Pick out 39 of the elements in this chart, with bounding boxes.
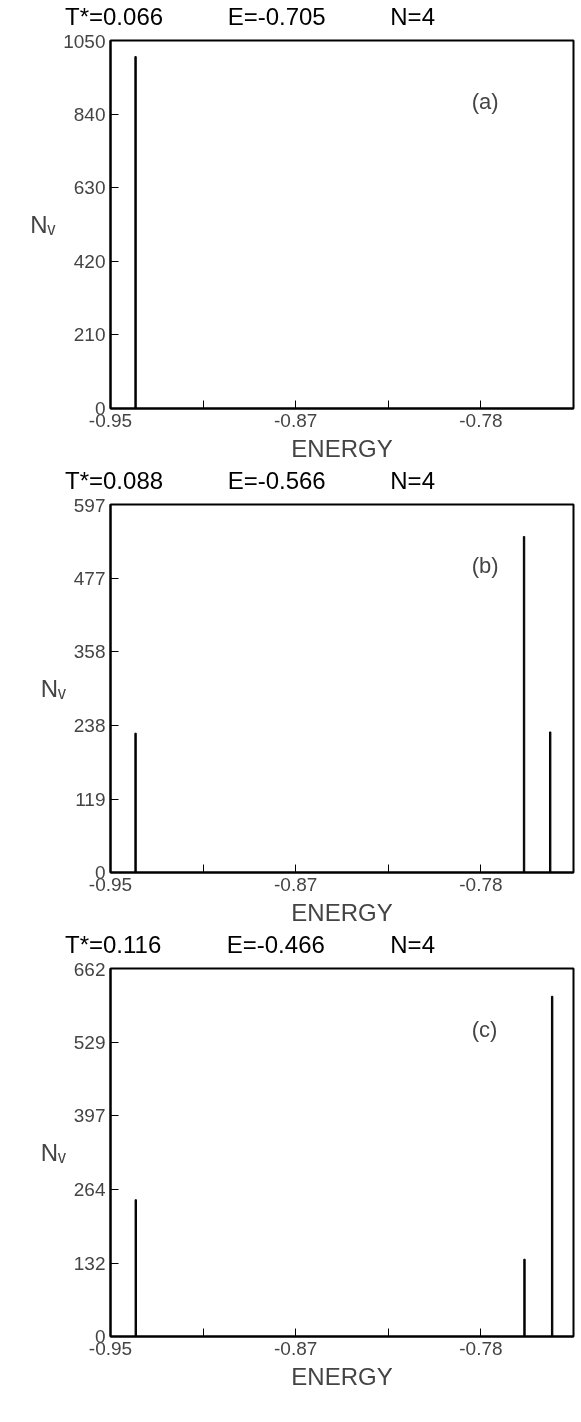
chart-title: T*=0.088	[65, 467, 164, 494]
annotation: (a)	[471, 89, 499, 115]
chart-title: T*=0.116	[65, 931, 162, 958]
y-tick-label: 420	[73, 250, 106, 272]
y-tick-label: 132	[73, 1252, 106, 1274]
chart-title: T*=0.066	[65, 3, 164, 30]
y-tick-label: 477	[73, 567, 106, 589]
y-tick-label: 597	[73, 494, 106, 516]
y-tick-label: 238	[73, 715, 106, 737]
text: N=4	[390, 2, 435, 32]
annotation: (b)	[471, 553, 499, 579]
x-tick-label: -0.87	[274, 1337, 318, 1359]
text: E=-0.705	[227, 2, 326, 32]
y-tick-label: 264	[73, 1179, 106, 1201]
y-tick-label: 119	[75, 788, 106, 810]
y-tick-label: 358	[73, 641, 106, 663]
x-axis-title: ENERGY	[291, 898, 393, 926]
y-axis-title: Nᵥ	[40, 1139, 67, 1166]
text: N=4	[390, 466, 435, 496]
y-axis-title: Nᵥ	[30, 211, 56, 238]
x-tick-label: -0.78	[459, 1337, 503, 1359]
y-tick-label: 630	[73, 177, 106, 199]
x-tick-label: -0.78	[459, 409, 503, 431]
y-tick-label: 1050	[63, 30, 106, 52]
text: N=4	[390, 930, 435, 960]
x-axis-title: ENERGY	[291, 434, 393, 462]
y-axis-title: Nᵥ	[40, 675, 67, 702]
x-axis-title: ENERGY	[291, 1362, 393, 1390]
y-tick-label: 662	[73, 958, 106, 980]
x-tick-label: -0.78	[459, 873, 503, 895]
x-tick-label: -0.87	[274, 409, 318, 431]
y-tick-label: 210	[73, 324, 106, 346]
text: E=-0.566	[227, 466, 326, 496]
y-tick-label: 529	[73, 1031, 106, 1053]
y-tick-label: 397	[73, 1105, 106, 1127]
annotation: (c)	[471, 1017, 498, 1043]
y-tick-label: 840	[73, 103, 106, 125]
text: E=-0.466	[226, 930, 325, 960]
x-tick-label: -0.87	[274, 873, 318, 895]
